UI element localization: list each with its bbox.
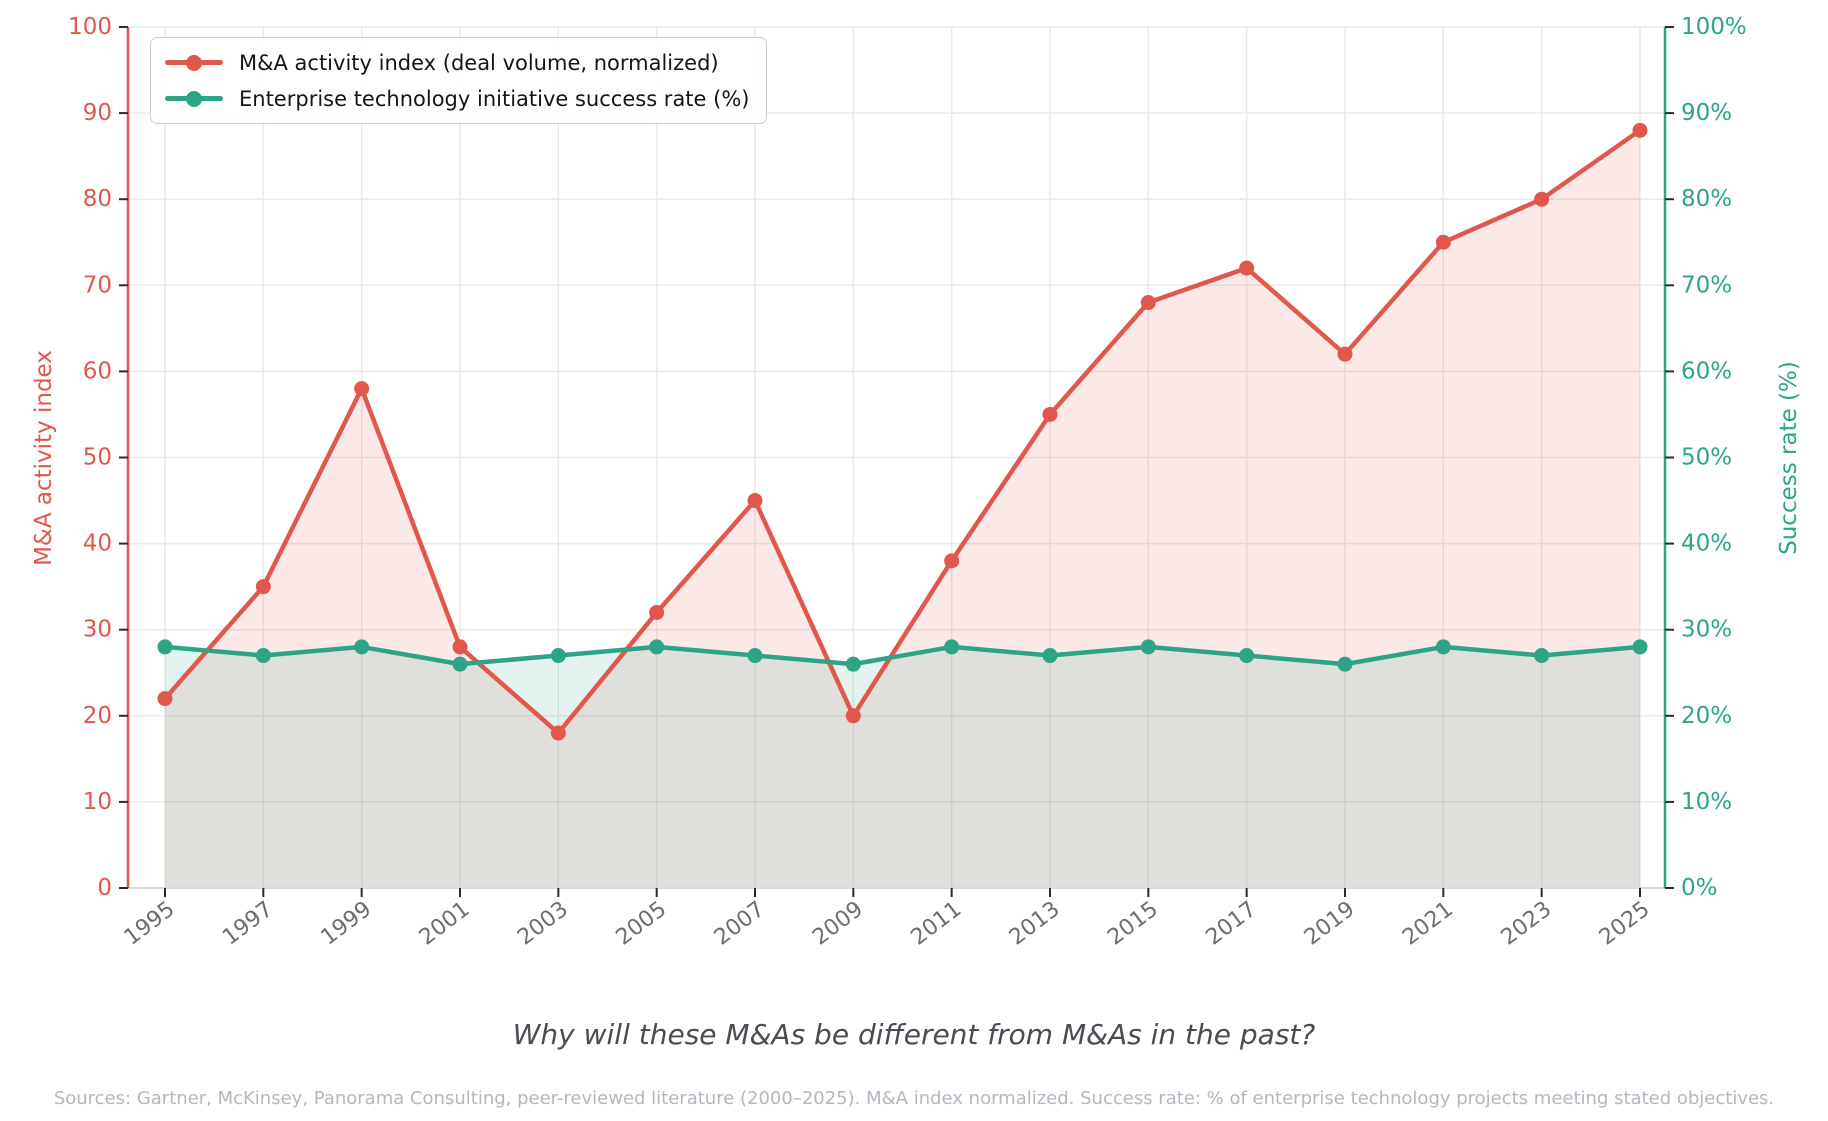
- svg-text:80%: 80%: [1681, 186, 1732, 212]
- svg-text:2007: 2007: [710, 897, 770, 951]
- svg-text:2015: 2015: [1103, 897, 1163, 951]
- chart-legend: M&A activity index (deal volume, normali…: [150, 37, 768, 124]
- svg-text:40%: 40%: [1681, 531, 1732, 557]
- right-axis-label: Success rate (%): [1776, 361, 1802, 555]
- svg-text:60%: 60%: [1681, 358, 1732, 384]
- success-rate-line-swatch: [165, 90, 223, 107]
- chart-title: Why will these M&As be different from M&…: [512, 1018, 1316, 1051]
- svg-text:2001: 2001: [415, 897, 475, 951]
- sources-note: Sources: Gartner, McKinsey, Panorama Con…: [53, 1088, 1775, 1109]
- svg-text:2021: 2021: [1398, 897, 1458, 951]
- svg-text:30%: 30%: [1681, 617, 1732, 643]
- svg-text:50: 50: [83, 445, 112, 471]
- chart-canvas: 0 10 20 30 40 50 60 70 80 90 100 0% 10% 20% 30% 40% 50% 6…: [68, 14, 1747, 951]
- svg-text:2009: 2009: [808, 897, 868, 951]
- svg-text:70%: 70%: [1681, 272, 1732, 298]
- svg-text:100: 100: [68, 14, 112, 40]
- ma-index-line-swatch: [165, 54, 223, 71]
- svg-text:60: 60: [83, 358, 112, 384]
- ma-index-marker-icon: [186, 54, 202, 71]
- svg-text:40: 40: [83, 531, 112, 557]
- svg-text:2003: 2003: [513, 897, 573, 951]
- svg-text:0: 0: [97, 875, 112, 901]
- svg-text:0%: 0%: [1681, 875, 1718, 901]
- left-axis-label: M&A activity index: [31, 350, 57, 566]
- svg-text:20%: 20%: [1681, 703, 1732, 729]
- svg-text:30: 30: [83, 617, 112, 643]
- svg-text:10: 10: [83, 789, 112, 815]
- svg-text:80: 80: [83, 186, 112, 212]
- svg-text:2019: 2019: [1300, 897, 1360, 951]
- legend-label-ma-index: M&A activity index (deal volume, normali…: [239, 50, 719, 75]
- svg-text:50%: 50%: [1681, 445, 1732, 471]
- legend-item-ma-index: M&A activity index (deal volume, normali…: [165, 48, 749, 77]
- svg-text:2013: 2013: [1005, 897, 1065, 951]
- svg-text:2023: 2023: [1497, 897, 1557, 951]
- svg-text:1997: 1997: [218, 897, 278, 951]
- success-rate-marker-icon: [186, 90, 202, 107]
- svg-text:1995: 1995: [120, 897, 180, 951]
- svg-text:70: 70: [83, 272, 112, 298]
- svg-text:10%: 10%: [1681, 789, 1732, 815]
- svg-text:2005: 2005: [612, 897, 672, 951]
- svg-text:20: 20: [83, 703, 112, 729]
- svg-text:2017: 2017: [1202, 897, 1262, 951]
- svg-text:90: 90: [83, 100, 112, 126]
- svg-text:100%: 100%: [1681, 14, 1747, 40]
- svg-text:1999: 1999: [317, 897, 377, 951]
- svg-text:90%: 90%: [1681, 100, 1732, 126]
- legend-label-success-rate: Enterprise technology initiative success…: [239, 86, 750, 111]
- svg-text:2025: 2025: [1595, 897, 1655, 951]
- svg-text:2011: 2011: [907, 897, 967, 951]
- legend-item-success-rate: Enterprise technology initiative success…: [165, 84, 749, 113]
